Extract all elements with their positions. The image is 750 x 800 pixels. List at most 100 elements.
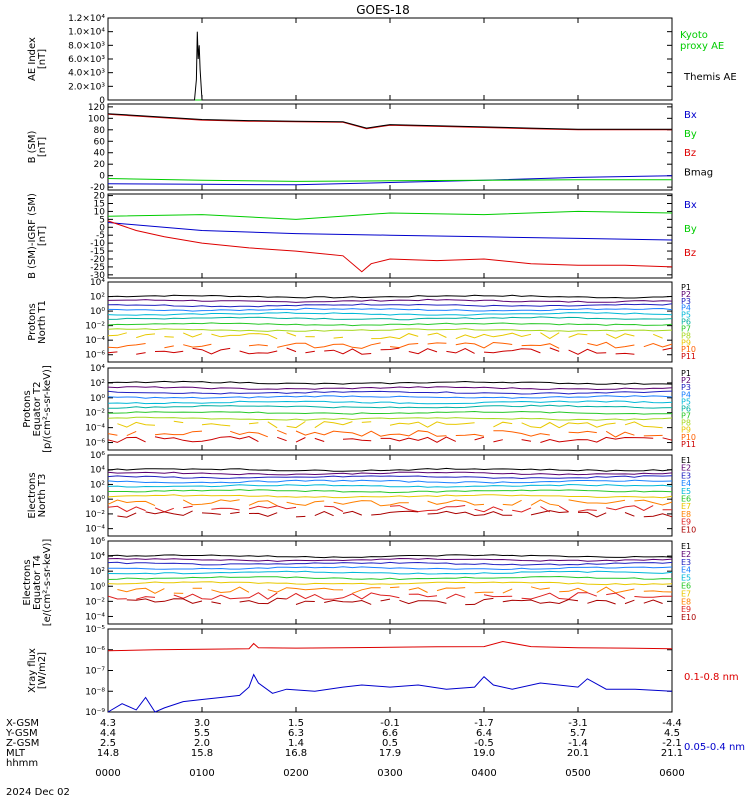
y-axis-label: [nT] [37, 137, 48, 157]
y-axis-label: Equator T2 [32, 382, 43, 437]
trace-P2 [107, 386, 673, 391]
y-axis-label: Equator T4 [32, 555, 43, 610]
ephemeris-value: 6.6 [382, 728, 398, 739]
trace-P7 [107, 410, 673, 415]
ephemeris-value: -3.1 [568, 718, 588, 729]
y-axis-label: [e/(cm²-s-sr-keV)] [42, 539, 53, 627]
ephemeris-value: 15.8 [191, 748, 213, 759]
legend-entry: E9 [681, 518, 691, 527]
legend-entry: E9 [681, 605, 691, 614]
y-tick-label: 15 [94, 200, 105, 210]
ephemeris-label: X-GSM [6, 718, 39, 729]
y-tick-label: 2.0×10³ [68, 82, 105, 92]
legend-entry: P9 [681, 338, 691, 347]
ephemeris-value: 0600 [659, 768, 684, 779]
legend-entry: P5 [681, 311, 691, 320]
y-tick-label: 10 [94, 207, 106, 217]
ephemeris-value: 5.5 [194, 728, 210, 739]
y-tick-label: 4.0×10³ [68, 69, 105, 79]
y-tick-label: 5 [99, 215, 105, 225]
trace-P9 [108, 333, 672, 339]
panel-1: 0 2.0×10³ 4.0×10³ 6.0×10³ 8.0×10³ 1.0×10⁴ 1.2×… [27, 14, 737, 106]
legend-entry: E8 [681, 597, 691, 606]
trace-P3 [107, 303, 673, 308]
legend-entry: Bmag [684, 167, 713, 178]
ephemeris-value: -0.1 [380, 718, 400, 729]
y-tick-label: 10⁻⁴ [85, 424, 105, 434]
legend-entry: P6 [681, 404, 691, 413]
series-line-1 [107, 673, 673, 713]
series-line-3 [107, 113, 672, 130]
legend-entry: E2 [681, 464, 691, 473]
y-tick-label: -20 [90, 183, 105, 193]
ephemeris-value: 0500 [565, 768, 590, 779]
trace-E5 [107, 483, 673, 488]
ephemeris-value: 19.0 [473, 748, 495, 759]
legend-entry: P7 [681, 412, 691, 421]
ephemeris-value: 16.8 [285, 748, 307, 759]
trace-E10 [117, 510, 673, 518]
page-title: GOES-18 [356, 3, 410, 17]
y-tick-label: 10⁻⁶ [85, 351, 105, 361]
ephemeris-label: MLT [6, 748, 26, 759]
trace-E2 [107, 557, 673, 562]
legend-entry: E1 [681, 456, 691, 465]
series-line-1 [108, 31, 672, 101]
legend-entry: E6 [681, 582, 691, 591]
ephemeris-value: 4.5 [664, 728, 680, 739]
series-line-2 [107, 113, 672, 131]
legend-entry: E3 [681, 471, 691, 480]
y-tick-label: -5 [96, 231, 105, 241]
y-tick-label: -25 [90, 263, 105, 273]
trace-P4 [107, 395, 673, 399]
panel-frame [107, 17, 673, 101]
trace-E6 [108, 489, 673, 494]
legend-entry: E2 [681, 550, 691, 559]
legend-entry: E3 [681, 558, 691, 567]
y-tick-label: 10⁶ [90, 451, 105, 461]
legend-entry: E10 [681, 613, 696, 622]
panel-frame [107, 367, 673, 451]
y-tick-label: -30 [90, 271, 105, 281]
y-tick-label: 0 [99, 223, 105, 233]
legend-entry: P10 [681, 345, 696, 354]
legend-entry: P2 [681, 376, 691, 385]
trace-P6 [108, 404, 673, 409]
trace-P7 [107, 322, 673, 327]
y-tick-label: -20 [90, 255, 105, 265]
legend-entry: E7 [681, 589, 691, 598]
trace-P1 [107, 380, 673, 385]
y-tick-label: 6.0×10³ [68, 55, 105, 65]
trace-E4 [107, 479, 673, 484]
ephemeris-value: 0100 [189, 768, 214, 779]
legend-entry: P3 [681, 383, 691, 392]
trace-P9 [117, 421, 672, 428]
ephemeris-value: 0300 [377, 768, 402, 779]
panel-4: 10⁻⁶ 10⁻⁴ 10⁻² 10⁰ 10² 10⁴ Protons North T1 P1P2… [27, 278, 696, 363]
trace-P3 [107, 390, 673, 395]
ephemeris-value: -4.4 [662, 718, 682, 729]
y-tick-label: 10⁶ [90, 537, 105, 547]
trace-P11 [107, 435, 673, 443]
y-tick-label: 10⁰ [90, 394, 105, 404]
y-tick-label: 40 [94, 149, 106, 159]
legend-entry: P9 [681, 426, 691, 435]
y-tick-label: 0 [99, 172, 105, 182]
y-tick-label: 10⁻⁴ [85, 336, 105, 346]
y-axis-label: North T1 [37, 300, 48, 344]
ephemeris-value: 17.9 [379, 748, 401, 759]
legend-entry: E6 [681, 495, 691, 504]
y-tick-label: 1.2×10⁴ [68, 14, 105, 24]
trace-E1 [107, 554, 673, 559]
trace-E3 [107, 475, 673, 480]
y-tick-label: 20 [94, 192, 106, 202]
y-tick-label: 10² [90, 293, 105, 303]
y-tick-label: 10⁻² [85, 597, 105, 607]
ephemeris-value: -2.1 [662, 738, 682, 749]
trace-E8 [117, 586, 673, 594]
ephemeris-value: 2.0 [194, 738, 210, 749]
legend-entry: P1 [681, 369, 691, 378]
y-axis-label: B (SM)-IGRF (SM) [27, 193, 38, 279]
ephemeris-label: Z-GSM [6, 738, 39, 749]
